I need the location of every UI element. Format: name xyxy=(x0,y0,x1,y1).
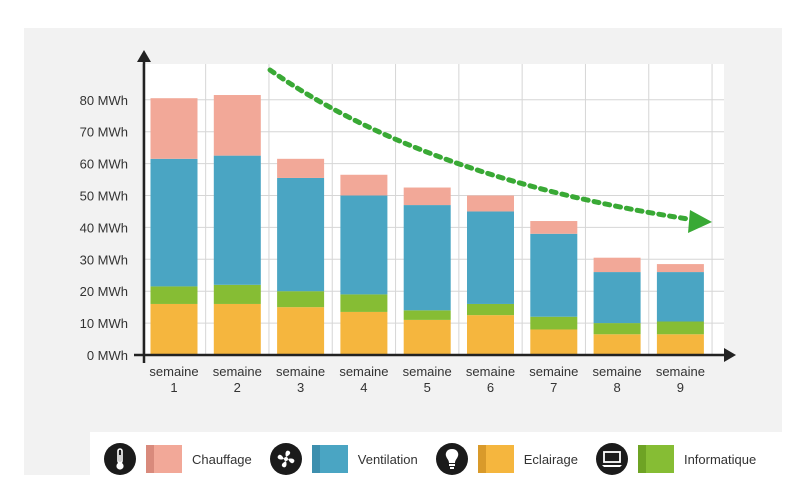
lightbulb-icon xyxy=(435,443,468,475)
bar-segment-eclairage-1 xyxy=(150,303,198,355)
y-tick-label: 40 MWh xyxy=(80,220,128,235)
y-tick-label: 50 MWh xyxy=(80,189,128,204)
y-tick-label: 60 MWh xyxy=(80,157,128,172)
bar-segment-ventilation-1 xyxy=(150,158,198,287)
bar-segment-chauffage-7 xyxy=(530,221,578,234)
bar-segment-chauffage-2 xyxy=(213,95,261,156)
bar-segment-ventilation-6 xyxy=(467,211,514,304)
x-tick-label-number: 3 xyxy=(297,380,304,395)
bar-segment-ventilation-2 xyxy=(213,155,261,285)
bar-segment-chauffage-6 xyxy=(467,195,514,212)
bar-segment-chauffage-9 xyxy=(656,264,704,273)
bar-segment-eclairage-5 xyxy=(403,319,451,355)
bar-segment-ventilation-7 xyxy=(530,233,578,317)
bar-segment-ventilation-8 xyxy=(593,272,641,324)
y-tick-label: 0 MWh xyxy=(87,348,128,363)
bar-segment-eclairage-6 xyxy=(467,315,514,355)
y-tick-label: 70 MWh xyxy=(80,125,128,140)
x-axis-arrowhead xyxy=(724,348,736,362)
bar-segment-chauffage-3 xyxy=(277,158,325,178)
bar-segment-informatique-1 xyxy=(150,286,198,304)
x-tick-label-number: 4 xyxy=(360,380,367,395)
bar-segment-informatique-9 xyxy=(656,321,704,335)
trend-arrow-line xyxy=(267,67,691,222)
bar-segment-informatique-7 xyxy=(530,316,578,330)
computer-icon xyxy=(595,443,628,475)
x-tick-label-word: semaine xyxy=(656,364,705,379)
thermometer-icon xyxy=(104,443,136,475)
bar-segment-chauffage-1 xyxy=(150,98,198,159)
legend-label: Informatique xyxy=(683,451,757,467)
bar-segment-informatique-5 xyxy=(403,310,451,320)
legend-item-chauffage: Chauffage xyxy=(104,443,252,475)
x-tick-label-number: 8 xyxy=(613,380,620,395)
y-tick-label: 20 MWh xyxy=(80,284,128,299)
legend: Chauffage Ventilation Eclairage Informatiqu… xyxy=(90,432,782,486)
y-tick-label: 10 MWh xyxy=(80,316,128,331)
bar-segment-informatique-6 xyxy=(467,303,514,316)
x-tick-label-number: 5 xyxy=(424,380,431,395)
bar-segment-chauffage-5 xyxy=(403,187,451,206)
bar-segment-ventilation-3 xyxy=(277,177,325,292)
x-tick-label-word: semaine xyxy=(149,364,198,379)
bar-segment-eclairage-2 xyxy=(213,303,261,355)
bar-segment-chauffage-4 xyxy=(340,174,388,196)
bar-segment-eclairage-8 xyxy=(593,334,641,355)
legend-item-informatique: Informatique xyxy=(595,443,757,475)
legend-swatch xyxy=(311,445,348,473)
bar-segment-eclairage-9 xyxy=(656,334,704,355)
x-tick-label-word: semaine xyxy=(403,364,452,379)
bar-segment-eclairage-4 xyxy=(340,311,388,355)
y-axis-arrowhead xyxy=(137,50,151,62)
bar-segment-informatique-4 xyxy=(340,294,388,312)
trend-arrow-head xyxy=(688,210,712,233)
y-tick-label: 80 MWh xyxy=(80,93,128,108)
x-tick-label-word: semaine xyxy=(593,364,642,379)
chart-card: semaine 1 semaine 2 semaine 3 semaine 4 semaine 5… xyxy=(24,28,782,486)
x-tick-label-word: semaine xyxy=(213,364,262,379)
bar-segment-eclairage-3 xyxy=(277,307,325,355)
x-tick-label-number: 6 xyxy=(487,380,494,395)
bar-segment-informatique-2 xyxy=(213,284,261,304)
y-tick-label: 30 MWh xyxy=(80,252,128,267)
legend-label: Chauffage xyxy=(192,451,252,467)
legend-label: Eclairage xyxy=(523,451,578,467)
legend-label: Ventilation xyxy=(357,451,418,467)
x-tick-label-word: semaine xyxy=(529,364,578,379)
legend-item-eclairage: Eclairage xyxy=(435,443,578,475)
legend-swatch xyxy=(637,445,674,473)
bar-segment-informatique-3 xyxy=(277,291,325,308)
x-tick-label-word: semaine xyxy=(339,364,388,379)
bar-segment-informatique-8 xyxy=(593,323,641,335)
bar-segment-eclairage-7 xyxy=(530,329,578,355)
x-tick-label-word: semaine xyxy=(466,364,515,379)
fan-icon xyxy=(269,443,302,475)
bar-segment-ventilation-9 xyxy=(656,272,704,322)
stacked-bar-chart: semaine1semaine2semaine3semaine4semaine5… xyxy=(80,50,736,395)
bar-segment-chauffage-8 xyxy=(593,257,641,273)
bar-segment-ventilation-4 xyxy=(340,195,388,295)
bar-segment-ventilation-5 xyxy=(403,205,451,311)
x-tick-label-number: 1 xyxy=(170,380,177,395)
legend-swatch xyxy=(146,445,182,473)
x-tick-label-number: 2 xyxy=(234,380,241,395)
x-tick-label-number: 7 xyxy=(550,380,557,395)
legend-item-ventilation: Ventilation xyxy=(269,443,418,475)
legend-swatch xyxy=(477,445,514,473)
x-tick-label-number: 9 xyxy=(677,380,684,395)
x-tick-label-word: semaine xyxy=(276,364,325,379)
